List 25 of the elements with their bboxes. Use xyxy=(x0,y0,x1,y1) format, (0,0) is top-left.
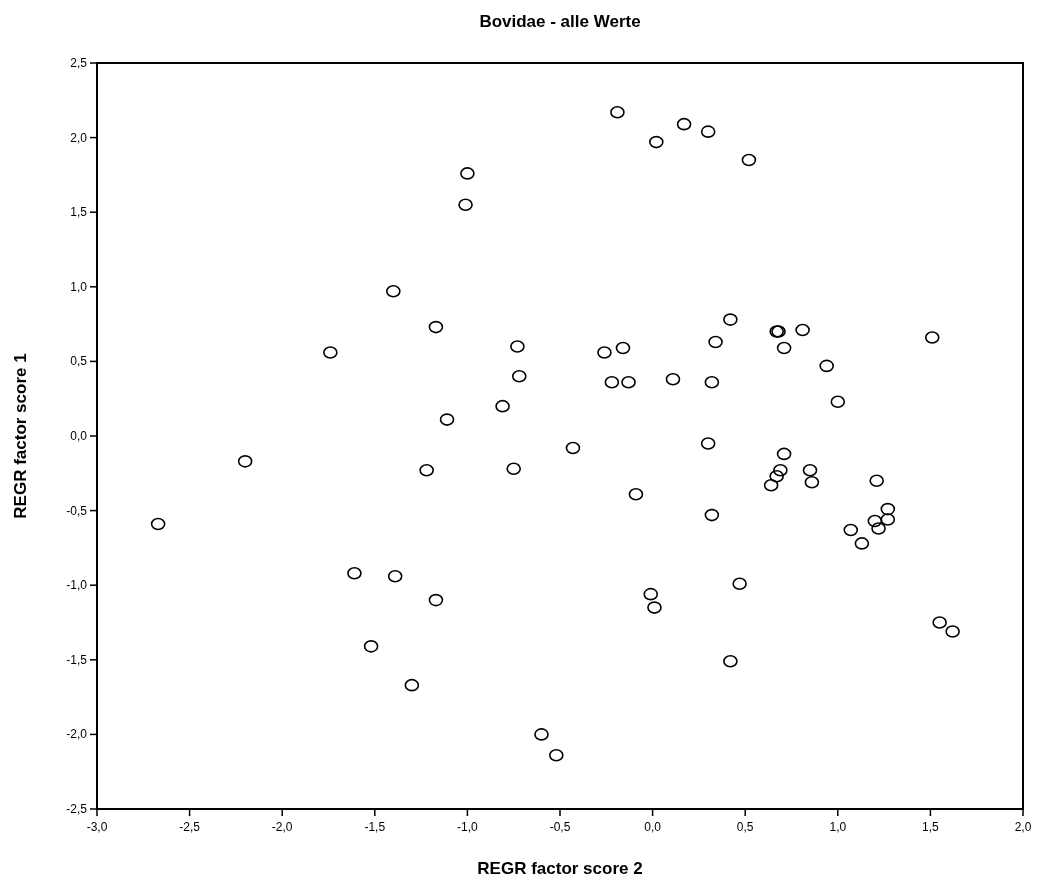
y-tick-label: 1,0 xyxy=(70,279,88,294)
y-tick-label: 2,5 xyxy=(70,56,88,70)
x-tick-label: 1,0 xyxy=(829,820,847,834)
y-tick-label: -1,0 xyxy=(66,578,88,593)
x-axis-title: REGR factor score 2 xyxy=(477,859,643,878)
x-tick-label: -2,0 xyxy=(271,820,293,834)
y-tick-label: -0,5 xyxy=(66,503,88,518)
x-tick-label: -1,5 xyxy=(364,820,386,834)
y-tick-label: 2,0 xyxy=(70,130,88,145)
x-tick-label: 1,5 xyxy=(922,820,940,834)
y-tick-label: -2,5 xyxy=(66,802,88,816)
x-tick-label: 2,0 xyxy=(1014,820,1032,834)
y-tick-label: 0,0 xyxy=(70,429,88,443)
x-tick-label: 0,0 xyxy=(644,820,662,834)
y-tick-label: 1,5 xyxy=(70,205,88,220)
x-tick-label: -0,5 xyxy=(549,820,571,834)
x-tick-label: -2,5 xyxy=(179,820,201,834)
chart-title: Bovidae - alle Werte xyxy=(479,12,641,31)
x-tick-label: 0,5 xyxy=(736,820,754,834)
y-tick-label: -1,5 xyxy=(66,652,88,667)
y-tick-label: -2,0 xyxy=(66,727,88,742)
y-tick-label: 0,5 xyxy=(70,354,88,369)
y-axis-title: REGR factor score 1 xyxy=(11,353,30,519)
x-tick-label: -1,0 xyxy=(457,820,479,834)
x-tick-label: -3,0 xyxy=(86,820,108,834)
